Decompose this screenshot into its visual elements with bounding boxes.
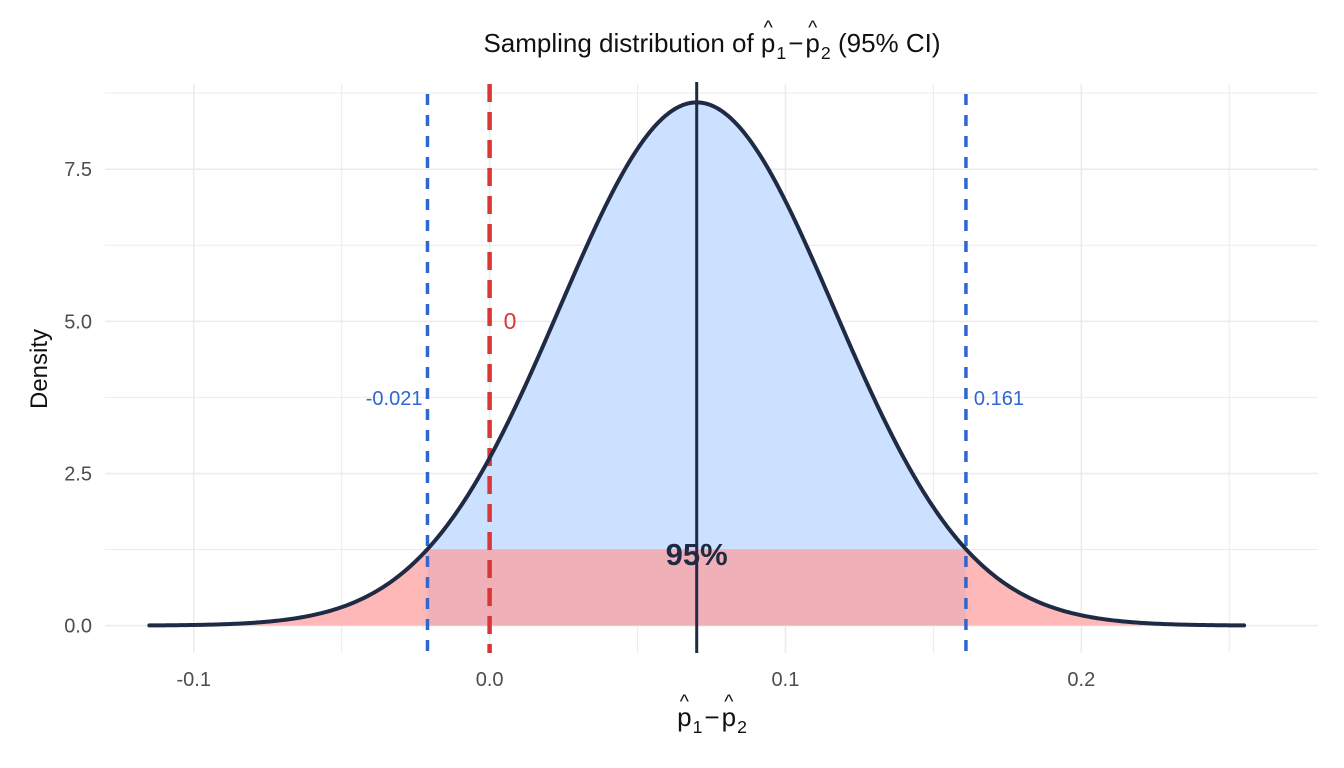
title-subscript-1: 1 [776,42,787,63]
confidence-level-label: 95% [666,537,728,572]
line-layer [147,82,1247,653]
left-tail-area [149,549,428,626]
x-axis-minus: − [704,702,720,732]
x-axis-p-hat-2: p [722,702,736,733]
x-axis-label: p1−p2 [677,702,747,738]
null-value-label: 0 [504,308,517,334]
lower-ci-label: -0.021 [366,388,423,410]
y-tick-label-0: 0.0 [64,616,92,638]
x-tick-label-1: 0.0 [476,669,504,691]
title-prefix: Sampling distribution of [483,28,761,58]
title-suffix: (95% CI) [837,28,941,58]
label-layer: -0.021 0.161 0 95% [366,308,1024,572]
x-axis-ticks: -0.1 0.0 0.1 0.2 [177,669,1096,691]
y-tick-label-1: 2.5 [64,463,92,485]
y-tick-label-2: 5.0 [64,311,92,333]
density-curve [147,100,1247,628]
x-tick-label-2: 0.1 [772,669,800,691]
x-tick-label-0: -0.1 [177,669,211,691]
title-p-hat-1: p [761,28,775,59]
title-math: p1−p2 [761,28,831,64]
chart-title: Sampling distribution of p1−p2 (95% CI) [483,28,940,64]
y-axis-ticks: 0.0 2.5 5.0 7.5 [64,159,92,637]
title-minus: − [788,28,804,58]
x-axis-p-hat-1: p [677,702,691,733]
y-axis-label: Density [26,328,53,410]
title-subscript-2: 2 [820,42,831,63]
title-p-hat-2: p [805,28,819,59]
right-tail-area [965,549,1245,626]
x-axis-subscript-2: 2 [737,716,747,737]
x-axis-math: p1−p2 [677,702,747,738]
y-tick-label-3: 7.5 [64,159,92,181]
x-axis-subscript-1: 1 [692,716,703,737]
x-tick-label-3: 0.2 [1067,669,1095,691]
upper-ci-label: 0.161 [974,388,1024,410]
